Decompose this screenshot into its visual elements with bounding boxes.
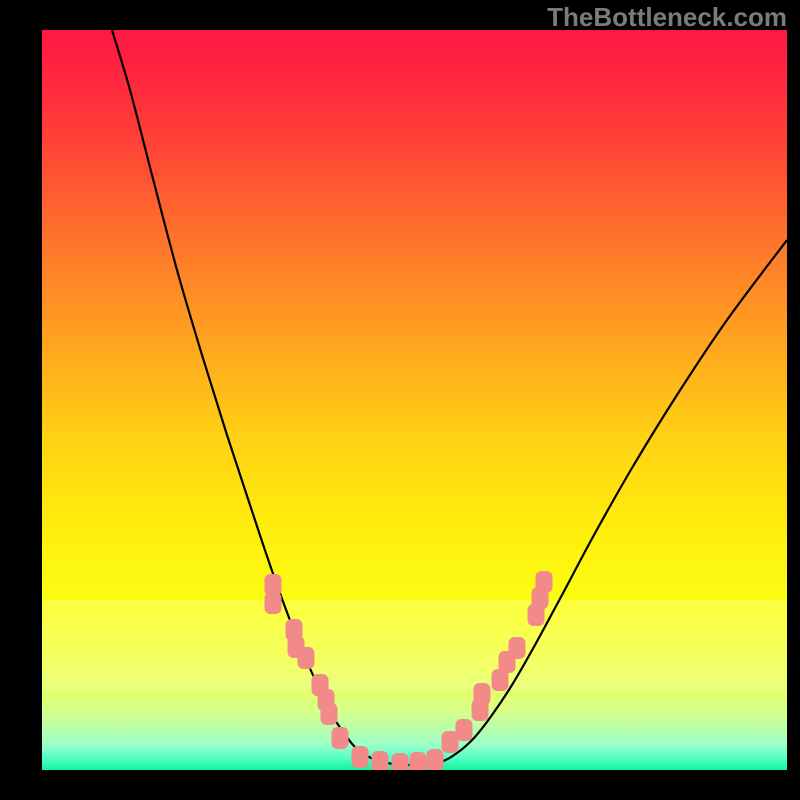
- curve-marker-right: [474, 683, 491, 705]
- curve-marker-left: [298, 647, 315, 669]
- curve-marker-right: [509, 637, 526, 659]
- curve-marker-left: [321, 703, 338, 725]
- curve-marker-bottom: [372, 751, 389, 773]
- curve-marker-bottom: [427, 749, 444, 771]
- curve-marker-bottom: [352, 746, 369, 768]
- curve-marker-left: [332, 727, 349, 749]
- watermark-text: TheBottleneck.com: [547, 2, 787, 33]
- chart-container: TheBottleneck.com: [0, 0, 800, 800]
- curve-marker-left: [265, 592, 282, 614]
- bottleneck-curve-chart: [0, 0, 800, 800]
- pale-yellow-band: [42, 600, 787, 690]
- curve-marker-right: [536, 571, 553, 593]
- curve-marker-right: [456, 719, 473, 741]
